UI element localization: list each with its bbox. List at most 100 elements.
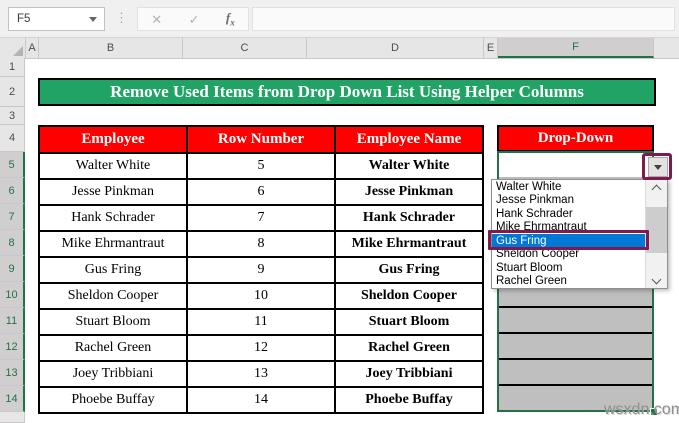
row-header-6[interactable]: 6 — [0, 178, 25, 204]
cell[interactable]: Stuart Bloom — [38, 308, 188, 336]
cell[interactable]: 8 — [186, 230, 336, 258]
used-item-cell[interactable] — [499, 331, 652, 358]
cell[interactable]: Hank Schrader — [334, 204, 484, 232]
cell[interactable]: Walter White — [334, 152, 484, 180]
table-row: Jesse Pinkman 6 Jesse Pinkman — [38, 178, 484, 206]
cell[interactable]: Gus Fring — [334, 256, 484, 284]
table-row: Stuart Bloom 11 Stuart Bloom — [38, 308, 484, 336]
row-header-8[interactable]: 8 — [0, 230, 25, 256]
row-header-13[interactable]: 13 — [0, 360, 25, 386]
table-row: Hank Schrader 7 Hank Schrader — [38, 204, 484, 232]
enter-icon[interactable]: ✓ — [188, 11, 200, 27]
row-header-3[interactable]: 3 — [0, 107, 25, 125]
row-header-12[interactable]: 12 — [0, 334, 25, 360]
cell[interactable]: 5 — [186, 152, 336, 180]
row-header-partial[interactable] — [0, 412, 25, 423]
name-box[interactable]: F5 — [8, 7, 105, 31]
row-header-2[interactable]: 2 — [0, 77, 25, 107]
table-header-row: Employee Row Number Employee Name — [38, 125, 484, 154]
dropdown-item[interactable]: Sheldon Cooper — [496, 248, 580, 261]
used-item-cell[interactable] — [499, 383, 652, 410]
column-header-F[interactable]: F — [498, 38, 654, 58]
dropdown-scrollbar[interactable] — [645, 180, 667, 288]
row-header-5[interactable]: 5 — [0, 152, 25, 178]
annotation-box-dropdown-button — [642, 153, 672, 180]
column-header-C[interactable]: C — [183, 38, 307, 58]
row-header-4[interactable]: 4 — [0, 125, 25, 152]
insert-function-icon[interactable]: fx — [225, 10, 235, 28]
table-row: Gus Fring 9 Gus Fring — [38, 256, 484, 284]
used-item-cell[interactable] — [499, 357, 652, 384]
formula-bar-input[interactable] — [252, 7, 675, 31]
cancel-icon[interactable]: ✕ — [151, 11, 163, 27]
scrollbar-track[interactable] — [646, 195, 667, 273]
fill-handle[interactable] — [650, 408, 658, 416]
cell[interactable]: Sheldon Cooper — [334, 282, 484, 310]
dropdown-item[interactable]: Stuart Bloom — [496, 261, 563, 274]
cell[interactable]: Joey Tribbiani — [334, 360, 484, 388]
row-header-7[interactable]: 7 — [0, 204, 25, 230]
cell[interactable]: Jesse Pinkman — [38, 178, 188, 206]
row-header-10[interactable]: 10 — [0, 282, 25, 308]
cell[interactable]: Mike Ehrmantraut — [38, 230, 188, 258]
cell[interactable]: Jesse Pinkman — [334, 178, 484, 206]
column-header-A[interactable]: A — [26, 38, 39, 58]
scroll-up-button[interactable] — [646, 180, 667, 195]
column-header-E[interactable]: E — [484, 38, 498, 58]
toolbar-separator-dots-icon: ⋮ — [115, 10, 128, 25]
cell[interactable]: Hank Schrader — [38, 204, 188, 232]
row-header-14[interactable]: 14 — [0, 386, 25, 412]
cell[interactable]: Walter White — [38, 152, 188, 180]
table-header-employee[interactable]: Employee — [38, 125, 188, 154]
scrollbar-thumb[interactable] — [646, 207, 667, 253]
dropdown-column-header-cell[interactable]: Drop-Down — [497, 125, 654, 152]
active-cell-f5[interactable] — [499, 153, 652, 177]
used-item-cell[interactable] — [499, 305, 652, 332]
dropdown-item[interactable]: Walter White — [496, 180, 562, 193]
dropdown-item[interactable]: Gus Fring — [492, 234, 645, 248]
dropdown-list: Walter White Jesse Pinkman Hank Schrader Mi… — [492, 180, 645, 288]
name-box-dropdown-icon[interactable] — [89, 16, 97, 22]
table-row: Walter White 5 Walter White — [38, 152, 484, 180]
dropdown-arrow-button[interactable] — [648, 157, 668, 177]
cell[interactable]: Mike Ehrmantraut — [334, 230, 484, 258]
table-header-row-number[interactable]: Row Number — [186, 125, 336, 154]
cell[interactable]: 13 — [186, 360, 336, 388]
cell[interactable]: 12 — [186, 334, 336, 362]
formula-buttons: ✕ ✓ fx — [137, 7, 249, 31]
dropdown-list-panel: Walter White Jesse Pinkman Hank Schrader Mi… — [491, 179, 668, 289]
cell[interactable]: 7 — [186, 204, 336, 232]
cell[interactable]: 11 — [186, 308, 336, 336]
cell[interactable]: 6 — [186, 178, 336, 206]
table-header-employee-name[interactable]: Employee Name — [334, 125, 484, 154]
cell[interactable]: 9 — [186, 256, 336, 284]
cell[interactable]: Phoebe Buffay — [334, 386, 484, 414]
column-header-B[interactable]: B — [39, 38, 183, 58]
cell[interactable]: Rachel Green — [334, 334, 484, 362]
cell[interactable]: Phoebe Buffay — [38, 386, 188, 414]
cell[interactable]: Joey Tribbiani — [38, 360, 188, 388]
cell[interactable]: Gus Fring — [38, 256, 188, 284]
dropdown-item[interactable]: Jesse Pinkman — [496, 194, 574, 207]
row-header-9[interactable]: 9 — [0, 256, 25, 282]
cell[interactable]: Stuart Bloom — [334, 308, 484, 336]
cell[interactable]: 10 — [186, 282, 336, 310]
column-header-filler — [654, 38, 679, 58]
cell[interactable]: Sheldon Cooper — [38, 282, 188, 310]
dropdown-item[interactable]: Hank Schrader — [496, 207, 573, 220]
cell[interactable]: Rachel Green — [38, 334, 188, 362]
table-row: Rachel Green 12 Rachel Green — [38, 334, 484, 362]
row-header-11[interactable]: 11 — [0, 308, 25, 334]
column-header-D[interactable]: D — [307, 38, 484, 58]
select-all-corner[interactable] — [0, 38, 26, 58]
dropdown-item[interactable]: Rachel Green — [496, 275, 567, 288]
corner-triangle-icon — [13, 46, 23, 56]
name-box-value: F5 — [17, 13, 31, 25]
scroll-down-button[interactable] — [646, 273, 667, 288]
row-header-1[interactable]: 1 — [0, 58, 25, 77]
title-banner-cell[interactable]: Remove Used Items from Drop Down List Us… — [38, 78, 656, 106]
employee-table: Employee Row Number Employee Name Walter Wh… — [38, 125, 484, 414]
cell[interactable]: 14 — [186, 386, 336, 414]
